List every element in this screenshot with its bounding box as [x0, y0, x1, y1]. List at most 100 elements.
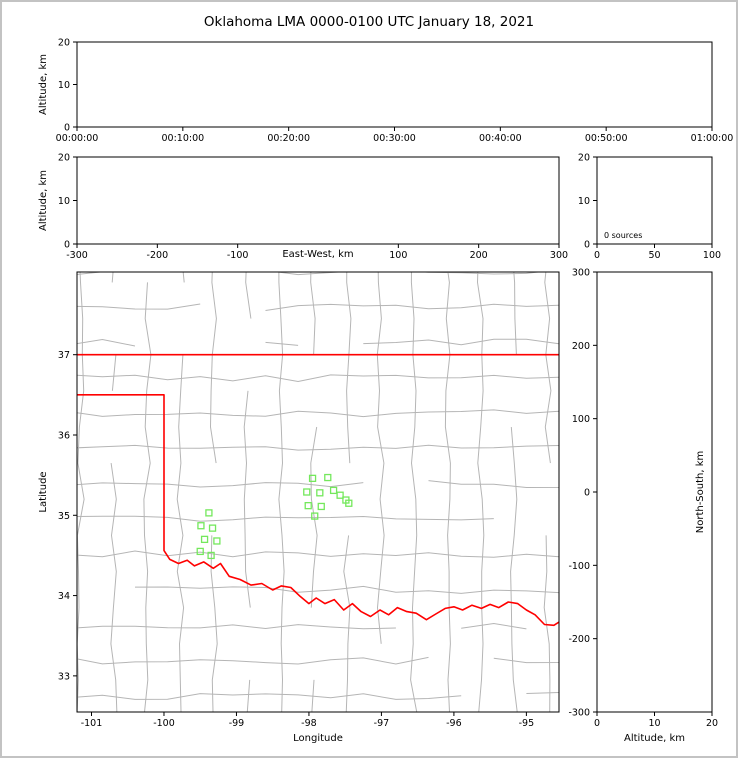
y-tick-label: 36: [58, 430, 70, 441]
county-boundary-line: [243, 272, 252, 712]
x-tick-label: 00:10:00: [161, 133, 204, 144]
county-boundary-line: [343, 272, 352, 712]
y-tick-label: 34: [58, 591, 70, 602]
lma-source-marker: [196, 547, 204, 556]
county-boundary-line: [376, 272, 385, 644]
panel-src_histogram: 0 50 100 0 10 20: [578, 153, 721, 262]
x-tick-label: -95: [519, 718, 535, 729]
lma-source-marker: [324, 473, 332, 482]
y-tick-label: 20: [58, 38, 70, 49]
y-tick-label: 10: [578, 196, 590, 207]
y-tick-label: 10: [58, 196, 70, 207]
axes-frame: [76, 156, 560, 245]
lma-source-marker: [316, 489, 324, 497]
county-boundary-line: [77, 480, 559, 489]
county-boundary-line: [77, 338, 559, 347]
y-tick-label: 0: [584, 240, 590, 251]
lma-source-marker: [317, 502, 325, 511]
x-tick-label: 100: [389, 250, 407, 261]
lma-source-marker: [308, 474, 317, 483]
map-xlabel: Longitude: [293, 733, 343, 744]
x-tick-label: 20: [706, 718, 718, 729]
county-boundary-line: [143, 282, 152, 712]
ns-panel-xlabel: Altitude, km: [624, 733, 685, 744]
y-tick-label: 35: [58, 511, 70, 522]
x-tick-label: 200: [470, 250, 488, 261]
lma-source-marker: [311, 512, 319, 520]
county-boundary-line: [77, 272, 85, 712]
county-boundary-line: [77, 409, 559, 418]
x-tick-label: 00:30:00: [373, 133, 416, 144]
x-tick-label: 10: [648, 718, 660, 729]
sources-count-label: 0 sources: [604, 231, 642, 240]
y-tick-label: 200: [572, 341, 590, 352]
x-tick-label: 0: [594, 250, 600, 261]
county-boundary-line: [70, 624, 592, 629]
county-boundary-line: [176, 272, 185, 712]
x-tick-label: -98: [301, 718, 317, 729]
lma-source-marker: [329, 486, 338, 495]
panel-ew_height: -300 -200 -100 100 200 300 0 10 20: [58, 153, 568, 262]
axes-frame: [76, 271, 560, 713]
y-tick-label: 300: [572, 268, 590, 279]
y-tick-label: 100: [572, 414, 590, 425]
ew-panel-ylabel: Altitude, km: [38, 170, 49, 231]
county-boundary-line: [77, 691, 559, 700]
x-tick-label: 00:50:00: [585, 133, 628, 144]
x-tick-label: 00:40:00: [479, 133, 522, 144]
county-boundary-line: [543, 272, 552, 712]
county-boundary-line: [476, 272, 485, 712]
y-tick-label: 10: [58, 80, 70, 91]
y-tick-label: -300: [568, 708, 590, 719]
lma-source-marker: [205, 509, 213, 517]
y-tick-label: 37: [58, 350, 70, 361]
x-tick-label: 100: [703, 250, 721, 261]
panel-time_height: 00:00:00 00:10:00 00:20:00 00:30:00 00:40:00…: [56, 38, 734, 145]
axes-frame: [76, 41, 713, 128]
county-boundary-line: [77, 656, 559, 665]
lma-source-marker: [213, 537, 221, 545]
lma-source-marker: [200, 535, 209, 544]
x-tick-label: -97: [374, 718, 390, 729]
ew-panel-xlabel: East-West, km: [282, 249, 353, 260]
county-boundary-line: [209, 272, 218, 712]
panel-ns_height: 0 10 20 -300 -200 -100 0 100 200 300: [568, 268, 718, 730]
figure-title: Oklahoma LMA 0000-0100 UTC January 18, 2…: [203, 14, 535, 30]
lma-source-marker: [197, 522, 205, 530]
state-border-red-river: [77, 394, 559, 627]
y-tick-label: 0: [584, 488, 590, 499]
x-tick-label: -96: [446, 718, 462, 729]
x-tick-label: 0: [594, 718, 600, 729]
x-tick-label: 00:00:00: [56, 133, 99, 144]
county-boundary-line: [77, 303, 559, 311]
lma-source-marker: [208, 524, 217, 532]
y-tick-label: 20: [58, 153, 70, 164]
x-tick-label: 300: [550, 250, 568, 261]
county-boundary-line: [77, 550, 559, 558]
map-base-layer: [70, 272, 592, 712]
county-boundary-line: [510, 272, 518, 712]
county-boundary-line: [444, 272, 451, 712]
map-ylabel: Latitude: [38, 471, 49, 512]
county-boundary-line: [77, 374, 559, 383]
x-tick-label: -99: [229, 718, 245, 729]
y-tick-label: 0: [64, 240, 70, 251]
y-tick-label: 20: [578, 153, 590, 164]
time-panel-ylabel: Altitude, km: [38, 54, 49, 115]
panel-plan_view: -101 -100 -99 -98 -97 -96 -95 33 34 35 36 37: [58, 271, 592, 729]
ns-panel-ylabel: North-South, km: [695, 451, 706, 534]
y-tick-label: 0: [64, 123, 70, 134]
lma-source-marker: [303, 488, 311, 496]
county-boundary-line: [77, 515, 559, 522]
x-tick-label: 01:00:00: [691, 133, 734, 144]
county-boundary-line: [278, 272, 285, 712]
county-boundary-line: [110, 272, 118, 712]
x-tick-label: 50: [648, 250, 660, 261]
x-tick-label: -100: [227, 250, 249, 261]
x-tick-label: -101: [81, 718, 103, 729]
x-tick-label: -200: [147, 250, 169, 261]
y-tick-label: -200: [568, 634, 590, 645]
lma-source-marker: [336, 491, 344, 499]
